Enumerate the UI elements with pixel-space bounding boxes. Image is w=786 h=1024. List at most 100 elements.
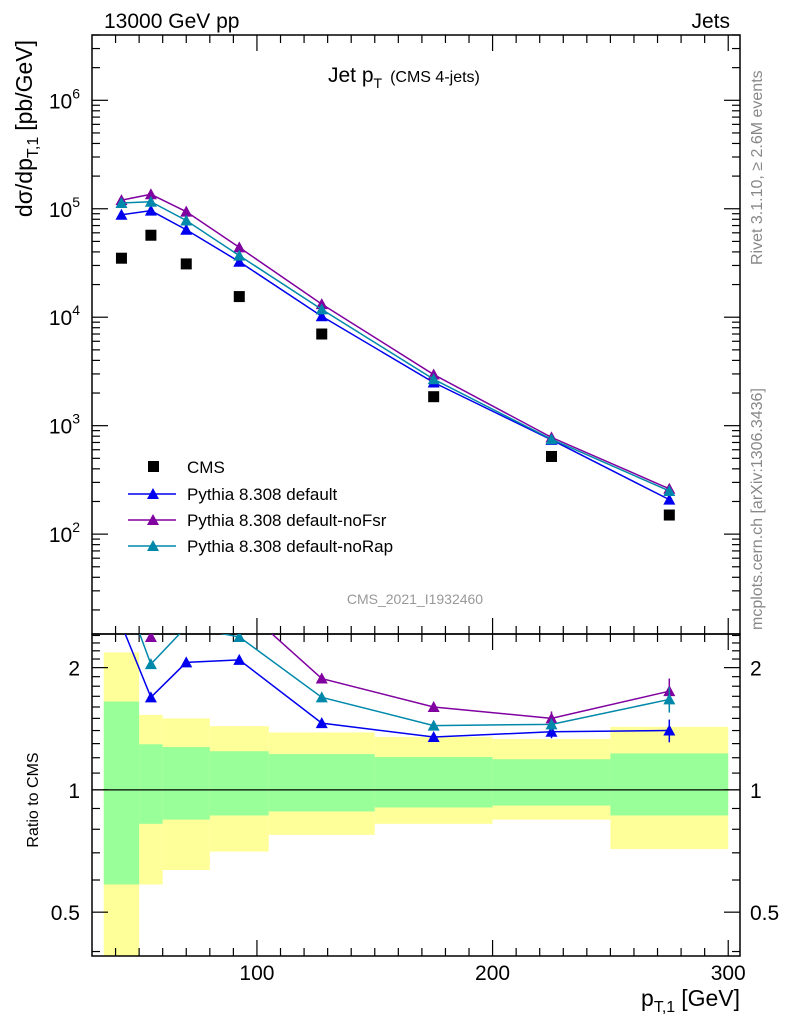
stat-band-3 [209, 751, 269, 816]
point-pythia-8-308-default-norap-0 [115, 196, 128, 208]
point-pythia-8-308-default-nofsr-1 [144, 188, 157, 200]
ratio-ytick-label-2: 2 [68, 658, 80, 681]
ratio-point-pythia-8-308-default-nofsr-3 [233, 599, 245, 610]
point-pythia-8-308-default-norap-7 [663, 484, 676, 496]
xtick-label-200: 200 [475, 962, 510, 985]
point-pythia-8-308-default-0 [115, 208, 128, 220]
ratio-ytick-label-right-0.5: 0.5 [750, 902, 779, 925]
stat-band-2 [162, 747, 210, 820]
svg-text:105: 105 [49, 194, 80, 222]
ratio-ytick-label-right-2: 2 [750, 658, 762, 681]
ratio-bands [103, 652, 729, 956]
point-cms-0 [115, 252, 127, 264]
ratio-point-pythia-8-308-default-nofsr-5 [427, 700, 440, 712]
ratio-point-pythia-8-308-default-nofsr-0 [115, 568, 127, 579]
point-pythia-8-308-default-norap-5 [427, 373, 440, 385]
ratio-frame [91, 633, 741, 957]
main-series [115, 188, 676, 521]
chart-title: Jet pT (CMS 4-jets) [328, 64, 480, 91]
ratio-point-pythia-8-308-default-7 [663, 724, 676, 736]
ytick-label-1e2: 102 [49, 519, 80, 547]
legend-label-pythia-nofsr: Pythia 8.308 default-noFsr [187, 511, 387, 530]
point-pythia-8-308-default-norap-6 [545, 433, 558, 445]
ratio-point-pythia-8-308-default-norap-3 [233, 634, 246, 642]
ratio-ytick-label-right-1: 1 [750, 780, 762, 803]
analysis-id: CMS_2021_I1932460 [347, 591, 483, 607]
ratio-line-pythia-8-308-default [124, 634, 670, 738]
point-pythia-8-308-default-nofsr-2 [180, 205, 193, 217]
point-pythia-8-308-default-norap-3 [233, 249, 246, 261]
point-pythia-8-308-default-norap-2 [180, 214, 193, 226]
svg-text:104: 104 [49, 302, 80, 330]
ratio-line-pythia-8-308-default-norap [138, 634, 670, 727]
line-pythia-8-308-default [121, 209, 670, 501]
legend-entry-pythia-default: Pythia 8.308 default [128, 485, 338, 504]
point-pythia-8-308-default-7 [663, 493, 676, 505]
ratio-point-pythia-8-308-default-4 [315, 717, 328, 729]
legend-entry-pythia-norap: Pythia 8.308 default-noRap [128, 537, 393, 556]
point-cms-2 [180, 258, 192, 270]
ytick-label-1e3: 103 [49, 411, 80, 439]
legend-label-pythia-default: Pythia 8.308 default [187, 485, 338, 504]
line-pythia-8-308-default-norap [121, 201, 670, 492]
xtick-label-100: 100 [239, 962, 274, 985]
ytick-label-1e5: 105 [49, 194, 80, 222]
point-pythia-8-308-default-1 [144, 204, 157, 216]
category-label: Jets [691, 10, 730, 33]
ratio-series [115, 568, 676, 743]
stat-band-4 [268, 754, 375, 812]
legend-label-cms: CMS [187, 458, 225, 477]
point-cms-5 [428, 391, 440, 403]
ratio-point-pythia-8-308-default-norap-0 [115, 579, 127, 590]
ratio-point-pythia-8-308-default-5 [427, 730, 440, 742]
stat-band-6 [492, 759, 611, 806]
main-axis-ticks [92, 34, 740, 634]
stat-band-7 [610, 753, 729, 816]
point-pythia-8-308-default-nofsr-3 [233, 241, 246, 253]
point-cms-1 [145, 229, 157, 241]
point-cms-3 [233, 291, 245, 303]
ratio-point-pythia-8-308-default-1 [144, 691, 157, 703]
ratio-ytick-label-1: 1 [68, 780, 80, 803]
point-cms-7 [663, 509, 675, 521]
legend-entry-cms: CMS [148, 458, 225, 477]
ratio-point-pythia-8-308-default-2 [180, 656, 193, 668]
xtick-label-300: 300 [711, 962, 746, 985]
point-pythia-8-308-default-4 [315, 310, 328, 322]
ratio-point-pythia-8-308-default-norap-4 [315, 691, 328, 703]
legend: CMS Pythia 8.308 default Pythia 8.308 de… [128, 458, 393, 556]
svg-text:103: 103 [49, 411, 80, 439]
ratio-point-pythia-8-308-default-norap-5 [427, 719, 440, 731]
point-pythia-8-308-default-norap-1 [144, 195, 157, 207]
ratio-point-pythia-8-308-default-nofsr-2 [180, 587, 192, 598]
stat-band-5 [374, 757, 493, 808]
point-pythia-8-308-default-norap-4 [315, 303, 328, 315]
ratio-axis-ticks [92, 634, 740, 956]
ytick-label-1e6: 106 [49, 85, 80, 113]
stat-band-1 [139, 744, 163, 824]
ratio-point-pythia-8-308-default-nofsr-1 [144, 634, 157, 642]
line-pythia-8-308-default-nofsr [121, 193, 670, 490]
svg-text:106: 106 [49, 85, 80, 113]
ratio-point-pythia-8-308-default-norap-7 [663, 693, 676, 705]
ratio-line-pythia-8-308-default-nofsr [148, 634, 670, 720]
svg-text:102: 102 [49, 519, 80, 547]
ratio-point-pythia-8-308-default-norap-1 [144, 658, 157, 670]
ratio-point-pythia-8-308-default-nofsr-6 [545, 712, 558, 724]
rivet-label: Rivet 3.1.10, ≥ 2.6M events [749, 70, 766, 265]
ratio-point-pythia-8-308-default-norap-6 [545, 718, 558, 730]
x-axis-title: pT,1 [GeV] [641, 985, 740, 1016]
legend-entry-pythia-nofsr: Pythia 8.308 default-noFsr [128, 511, 387, 530]
point-cms-6 [545, 450, 557, 462]
ratio-point-pythia-8-308-default-6 [545, 725, 558, 737]
ratio-ytick-label-0.5: 0.5 [51, 902, 80, 925]
point-pythia-8-308-default-2 [180, 223, 193, 235]
ratio-point-pythia-8-308-default-nofsr-4 [315, 672, 328, 684]
stat-band-0 [103, 701, 140, 885]
main-y-axis-title: dσ/dpT,1[pb/GeV] [11, 40, 42, 217]
mcplots-label: mcplots.cern.ch [arXiv:1306.3436] [749, 388, 766, 630]
legend-label-pythia-norap: Pythia 8.308 default-noRap [187, 537, 393, 556]
ratio-point-pythia-8-308-default-3 [233, 653, 246, 665]
ytick-label-1e4: 104 [49, 302, 80, 330]
